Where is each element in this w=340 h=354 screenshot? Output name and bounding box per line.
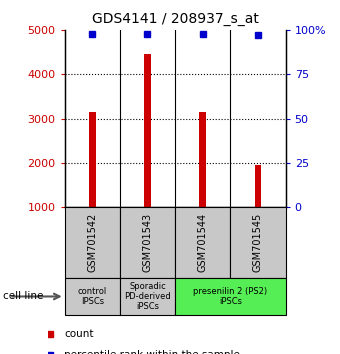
Bar bbox=[65, 207, 120, 278]
Bar bbox=[144, 55, 151, 207]
Text: count: count bbox=[64, 329, 94, 339]
Text: GSM701545: GSM701545 bbox=[253, 213, 263, 272]
Text: GSM701544: GSM701544 bbox=[198, 213, 208, 272]
Bar bbox=[199, 112, 206, 207]
Bar bbox=[175, 278, 286, 315]
Text: presenilin 2 (PS2)
iPSCs: presenilin 2 (PS2) iPSCs bbox=[193, 287, 268, 306]
Text: percentile rank within the sample: percentile rank within the sample bbox=[64, 350, 240, 354]
Bar bbox=[175, 207, 231, 278]
Bar bbox=[231, 207, 286, 278]
Title: GDS4141 / 208937_s_at: GDS4141 / 208937_s_at bbox=[92, 12, 258, 26]
Bar bbox=[120, 278, 175, 315]
Text: control
IPSCs: control IPSCs bbox=[78, 287, 107, 306]
Bar bbox=[120, 207, 175, 278]
Text: GSM701543: GSM701543 bbox=[142, 213, 152, 272]
Text: Sporadic
PD-derived
iPSCs: Sporadic PD-derived iPSCs bbox=[124, 281, 171, 312]
Text: GSM701542: GSM701542 bbox=[87, 213, 97, 272]
Text: cell line: cell line bbox=[3, 291, 44, 302]
Bar bbox=[65, 278, 120, 315]
Bar bbox=[89, 112, 96, 207]
Bar bbox=[255, 165, 261, 207]
